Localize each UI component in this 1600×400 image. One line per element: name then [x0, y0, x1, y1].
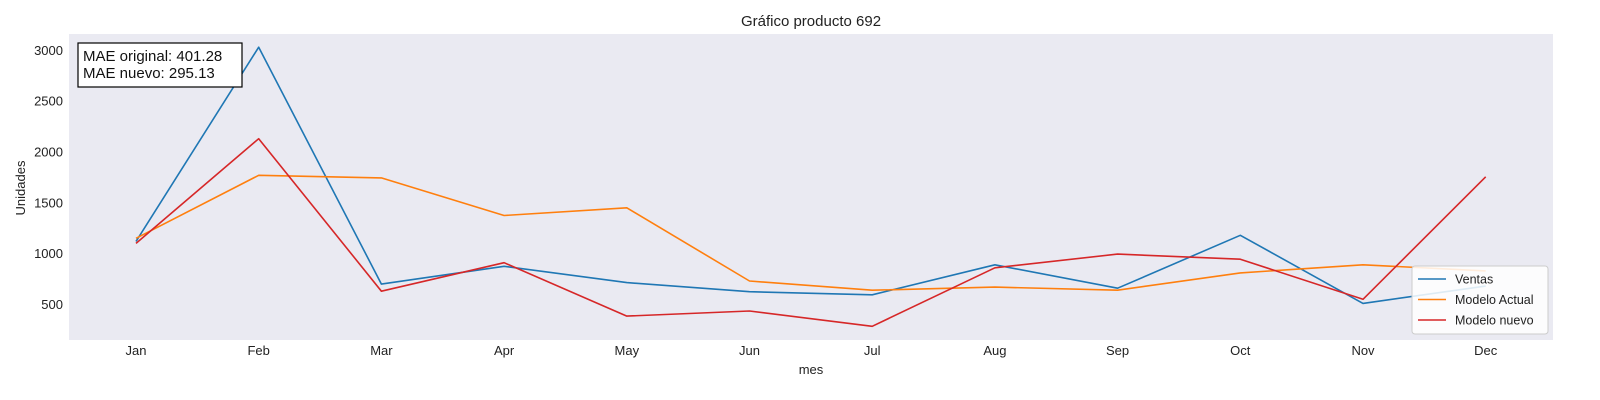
- plot-area: [69, 34, 1553, 340]
- x-tick-label-aug: Aug: [983, 343, 1006, 358]
- chart-title: Gráfico producto 692: [741, 13, 881, 30]
- x-tick-label-sep: Sep: [1106, 343, 1129, 358]
- legend: Ventas Modelo Actual Modelo nuevo: [1411, 265, 1549, 335]
- y-tick-label: 500: [41, 297, 63, 312]
- y-tick-label: 3000: [34, 43, 63, 58]
- legend-label-modelo-nuevo: Modelo nuevo: [1455, 314, 1534, 328]
- series-line-modelo-actual: [135, 174, 1486, 292]
- legend-label-modelo-actual: Modelo Actual: [1455, 293, 1534, 307]
- x-tick-label-may: May: [615, 343, 640, 358]
- x-tick-label-jul: Jul: [864, 343, 881, 358]
- mae-nuevo-text: MAE nuevo: 295.13: [83, 65, 215, 82]
- series-lines: [135, 46, 1487, 328]
- x-tick-label-oct: Oct: [1230, 343, 1251, 358]
- y-axis-label: Unidades: [13, 160, 28, 215]
- x-tick-label-feb: Feb: [247, 343, 269, 358]
- mae-annotation-border: [77, 42, 243, 88]
- x-tick-label-nov: Nov: [1351, 343, 1375, 358]
- x-axis-label: mes: [799, 362, 824, 377]
- x-tick-label-dec: Dec: [1474, 343, 1498, 358]
- x-tick-label-jan: Jan: [126, 343, 147, 358]
- y-axis-ticks: 500 1000 1500 2000 2500 3000: [34, 43, 63, 312]
- series-line-modelo-nuevo: [135, 137, 1487, 328]
- y-tick-label: 1500: [34, 195, 63, 210]
- y-tick-label: 2000: [34, 144, 63, 159]
- x-tick-label-jun: Jun: [739, 343, 760, 358]
- x-tick-label-apr: Apr: [494, 343, 515, 358]
- y-tick-label: 2500: [34, 94, 63, 109]
- mae-original-text: MAE original: 401.28: [83, 48, 222, 65]
- legend-label-ventas: Ventas: [1455, 273, 1493, 287]
- y-tick-label: 1000: [34, 246, 63, 261]
- series-line-ventas: [135, 46, 1486, 305]
- x-tick-label-mar: Mar: [370, 343, 393, 358]
- mae-annotation-box: MAE original: 401.28 MAE nuevo: 295.13: [77, 42, 243, 88]
- x-axis-ticks: Jan Feb Mar Apr May Jun Jul Aug Sep Oct Nov Dec: [126, 343, 1498, 358]
- legend-box: [1411, 265, 1549, 335]
